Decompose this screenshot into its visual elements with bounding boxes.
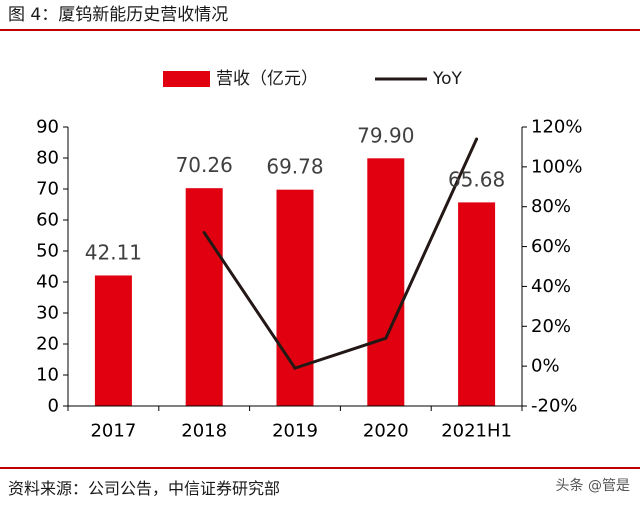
- yoy-point-2020: [384, 336, 388, 340]
- title-divider: [0, 29, 640, 31]
- y-left-tick-30: 30: [36, 303, 59, 324]
- y-left-tick-90: 90: [36, 117, 59, 138]
- bar-2017: [94, 275, 132, 406]
- y-right-tick-80%: 80%: [531, 196, 571, 217]
- y-left-tick-50: 50: [36, 241, 59, 262]
- x-tick-2020: 2020: [363, 421, 409, 442]
- x-tick-2019: 2019: [272, 421, 318, 442]
- y-left-tick-20: 20: [36, 334, 59, 355]
- y-left-tick-80: 80: [36, 148, 59, 169]
- legend-label-yoy: YoY: [432, 69, 463, 89]
- bar-label-2021H1: 65.68: [448, 167, 505, 191]
- y-left-tick-0: 0: [48, 396, 59, 417]
- y-left-tick-40: 40: [36, 272, 59, 293]
- figure-title: 图 4：厦钨新能历史营收情况: [8, 5, 229, 25]
- y-right-tick-100%: 100%: [531, 156, 582, 177]
- legend-label-revenue: 营收（亿元）: [216, 69, 318, 89]
- bar-label-2017: 42.11: [85, 240, 142, 264]
- bar-2021H1: [458, 202, 496, 406]
- y-right-tick-120%: 120%: [531, 117, 582, 138]
- x-tick-2018: 2018: [181, 421, 227, 442]
- x-tick-2017: 2017: [90, 421, 136, 442]
- y-right-tick-40%: 40%: [531, 276, 571, 297]
- yoy-point-2021H1: [475, 137, 479, 141]
- revenue-yoy-chart: 营收（亿元） YoY 0 10 20 30 40 50 60 70 80 90 -20% 0% 20% 40%…: [36, 69, 582, 442]
- chart-area: 营收（亿元） YoY 0 10 20 30 40 50 60 70 80 90 -20% 0% 20% 40%…: [0, 31, 640, 467]
- bar-label-2019: 69.78: [266, 155, 323, 179]
- y-left-tick-10: 10: [36, 365, 59, 386]
- legend-swatch-revenue: [163, 71, 210, 87]
- y-right-tick--20%: -20%: [531, 396, 578, 417]
- y-right-tick-60%: 60%: [531, 236, 571, 257]
- source-note: 资料来源：公司公告，中信证券研究部: [8, 479, 281, 498]
- bar-2020: [367, 158, 405, 406]
- y-right-tick-0%: 0%: [531, 356, 560, 377]
- source-divider: [0, 467, 640, 469]
- y-left-tick-70: 70: [36, 179, 59, 200]
- y-left-tick-60: 60: [36, 210, 59, 231]
- watermark: 头条 @管是: [555, 478, 630, 494]
- bar-2019: [276, 189, 314, 406]
- yoy-line: [202, 138, 478, 370]
- yoy-point-2019: [293, 366, 297, 370]
- bar-label-2018: 70.26: [176, 153, 233, 177]
- bar-label-2020: 79.90: [357, 123, 414, 147]
- yoy-point-2018: [202, 231, 206, 235]
- x-tick-2021H1: 2021H1: [441, 421, 512, 442]
- bar-2018: [185, 188, 223, 406]
- y-right-tick-20%: 20%: [531, 316, 571, 337]
